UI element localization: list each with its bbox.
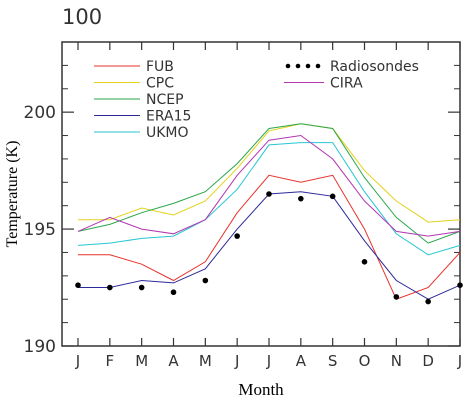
y-axis-label: Temperature (K)	[4, 141, 21, 248]
series-cira-line	[77, 134, 461, 237]
plot-frame	[61, 41, 461, 347]
series-radiosondes-point	[170, 289, 177, 296]
legend-item-fub: FUB	[94, 59, 174, 75]
x-tick-label: J	[234, 352, 239, 370]
chart-title: 100	[62, 5, 102, 29]
legend-swatch	[315, 63, 321, 69]
x-tick-label: S	[328, 352, 338, 370]
series-radiosondes-point	[393, 294, 400, 300]
y-tick-label: 190	[24, 337, 56, 357]
x-tick-label: O	[359, 352, 371, 370]
x-tick-label: A	[168, 352, 179, 370]
series-radiosondes-point	[234, 233, 240, 239]
legend-item-era15: ERA15	[94, 109, 191, 125]
x-tick-label: D	[422, 352, 434, 370]
series-radiosondes-point	[107, 284, 113, 291]
series-layer	[75, 123, 463, 305]
series-ncep-line	[77, 123, 461, 244]
legend-swatch	[295, 63, 301, 69]
legend-label: CPC	[146, 76, 174, 92]
series-radiosondes-point	[75, 282, 81, 289]
series-radiosondes-point	[266, 191, 272, 197]
series-radiosondes-point	[298, 195, 304, 202]
legend-item-radiosondes: Radiosondes	[285, 59, 419, 75]
x-axis-label: Month	[238, 380, 284, 399]
series-radiosondes-point	[138, 284, 145, 291]
series-ukmo-line	[77, 142, 461, 256]
legend-label: ERA15	[146, 109, 191, 125]
axis-ticks: J F M A M J J A S O N D J 190 195 200	[24, 41, 462, 370]
x-tick-label: M	[135, 352, 148, 370]
series-radiosondes-point	[457, 282, 463, 289]
y-tick-label: 195	[24, 220, 56, 240]
legend-label: UKMO	[146, 125, 189, 141]
x-tick-label: A	[296, 352, 307, 370]
x-tick-label: N	[391, 352, 402, 370]
legend-label: NCEP	[146, 92, 184, 108]
y-tick-label: 200	[24, 103, 56, 123]
series-radiosondes-point	[329, 193, 336, 200]
x-tick-label: J	[457, 352, 462, 370]
x-tick-label: F	[106, 352, 115, 370]
legend-item-ncep: NCEP	[94, 92, 184, 108]
legend-label: Radiosondes	[330, 59, 419, 75]
series-era15-line	[78, 191, 461, 300]
legend-item-cpc: CPC	[94, 76, 174, 92]
legend-item-ukmo: UKMO	[94, 125, 189, 141]
legend-label: FUB	[146, 59, 174, 75]
series-radiosondes-point	[425, 298, 431, 305]
x-tick-label: J	[266, 352, 271, 370]
legend-label: CIRA	[330, 76, 363, 92]
legend-item-cira: CIRA	[284, 76, 363, 92]
series-cpc-line	[78, 123, 461, 223]
x-tick-label: J	[75, 352, 80, 370]
series-radiosondes-point	[202, 277, 209, 284]
series-radiosondes-point	[361, 259, 368, 265]
x-tick-label: M	[199, 352, 212, 370]
legend-swatch	[305, 63, 311, 69]
legend-swatch	[285, 63, 291, 69]
